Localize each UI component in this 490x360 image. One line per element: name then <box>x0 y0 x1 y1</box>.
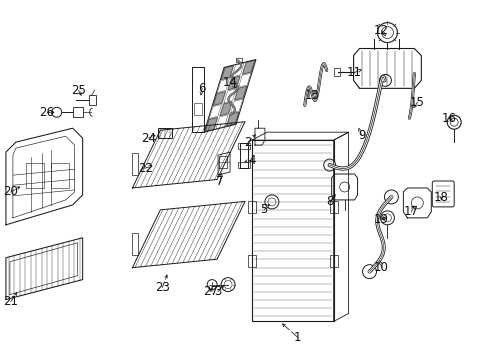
Text: 12: 12 <box>374 24 389 37</box>
Bar <box>334 68 340 76</box>
Text: 7: 7 <box>217 175 224 189</box>
Text: 15: 15 <box>410 96 425 109</box>
Text: 14: 14 <box>222 76 238 89</box>
Text: 26: 26 <box>39 106 54 119</box>
Bar <box>330 255 338 267</box>
Polygon shape <box>243 60 255 74</box>
Bar <box>158 128 172 138</box>
Bar <box>240 143 248 168</box>
Bar <box>248 201 256 213</box>
Text: 1: 1 <box>294 331 301 344</box>
Bar <box>132 233 138 255</box>
Polygon shape <box>213 91 225 105</box>
Text: 16: 16 <box>441 112 457 125</box>
Bar <box>236 58 242 62</box>
Text: 8: 8 <box>326 195 333 208</box>
Text: 18: 18 <box>434 192 449 204</box>
Bar <box>26 163 44 188</box>
Polygon shape <box>235 86 247 100</box>
Text: 24: 24 <box>141 132 156 145</box>
Text: 4: 4 <box>248 154 256 167</box>
Circle shape <box>363 265 376 279</box>
Text: 3: 3 <box>215 285 222 298</box>
Bar <box>248 255 256 267</box>
Text: 11: 11 <box>347 66 362 79</box>
Text: 25: 25 <box>71 84 86 97</box>
Text: 21: 21 <box>3 295 19 308</box>
Polygon shape <box>228 76 240 90</box>
Polygon shape <box>221 66 233 80</box>
Circle shape <box>385 190 398 204</box>
Text: 2: 2 <box>244 136 252 149</box>
Text: 20: 20 <box>3 185 18 198</box>
Bar <box>51 163 69 188</box>
Text: 27: 27 <box>203 285 218 298</box>
Circle shape <box>265 195 279 209</box>
Polygon shape <box>220 102 232 116</box>
Bar <box>252 140 334 321</box>
Bar <box>238 143 250 149</box>
Text: 17: 17 <box>404 205 419 219</box>
Bar <box>238 162 250 168</box>
Text: 13: 13 <box>304 89 319 102</box>
Polygon shape <box>227 112 239 126</box>
Text: 22: 22 <box>138 162 153 175</box>
Text: 9: 9 <box>358 129 366 142</box>
Circle shape <box>324 159 336 171</box>
Text: 10: 10 <box>374 261 389 274</box>
Bar <box>330 201 338 213</box>
Bar <box>73 107 83 117</box>
Polygon shape <box>205 117 218 131</box>
Text: 5: 5 <box>260 203 268 216</box>
Text: 6: 6 <box>198 82 206 95</box>
Bar <box>132 153 138 175</box>
Text: 23: 23 <box>155 281 170 294</box>
Bar <box>89 95 96 105</box>
Circle shape <box>207 280 217 289</box>
Text: 19: 19 <box>374 213 389 226</box>
Bar <box>192 67 204 132</box>
Circle shape <box>221 278 235 292</box>
Circle shape <box>379 75 392 86</box>
Bar <box>194 103 202 115</box>
